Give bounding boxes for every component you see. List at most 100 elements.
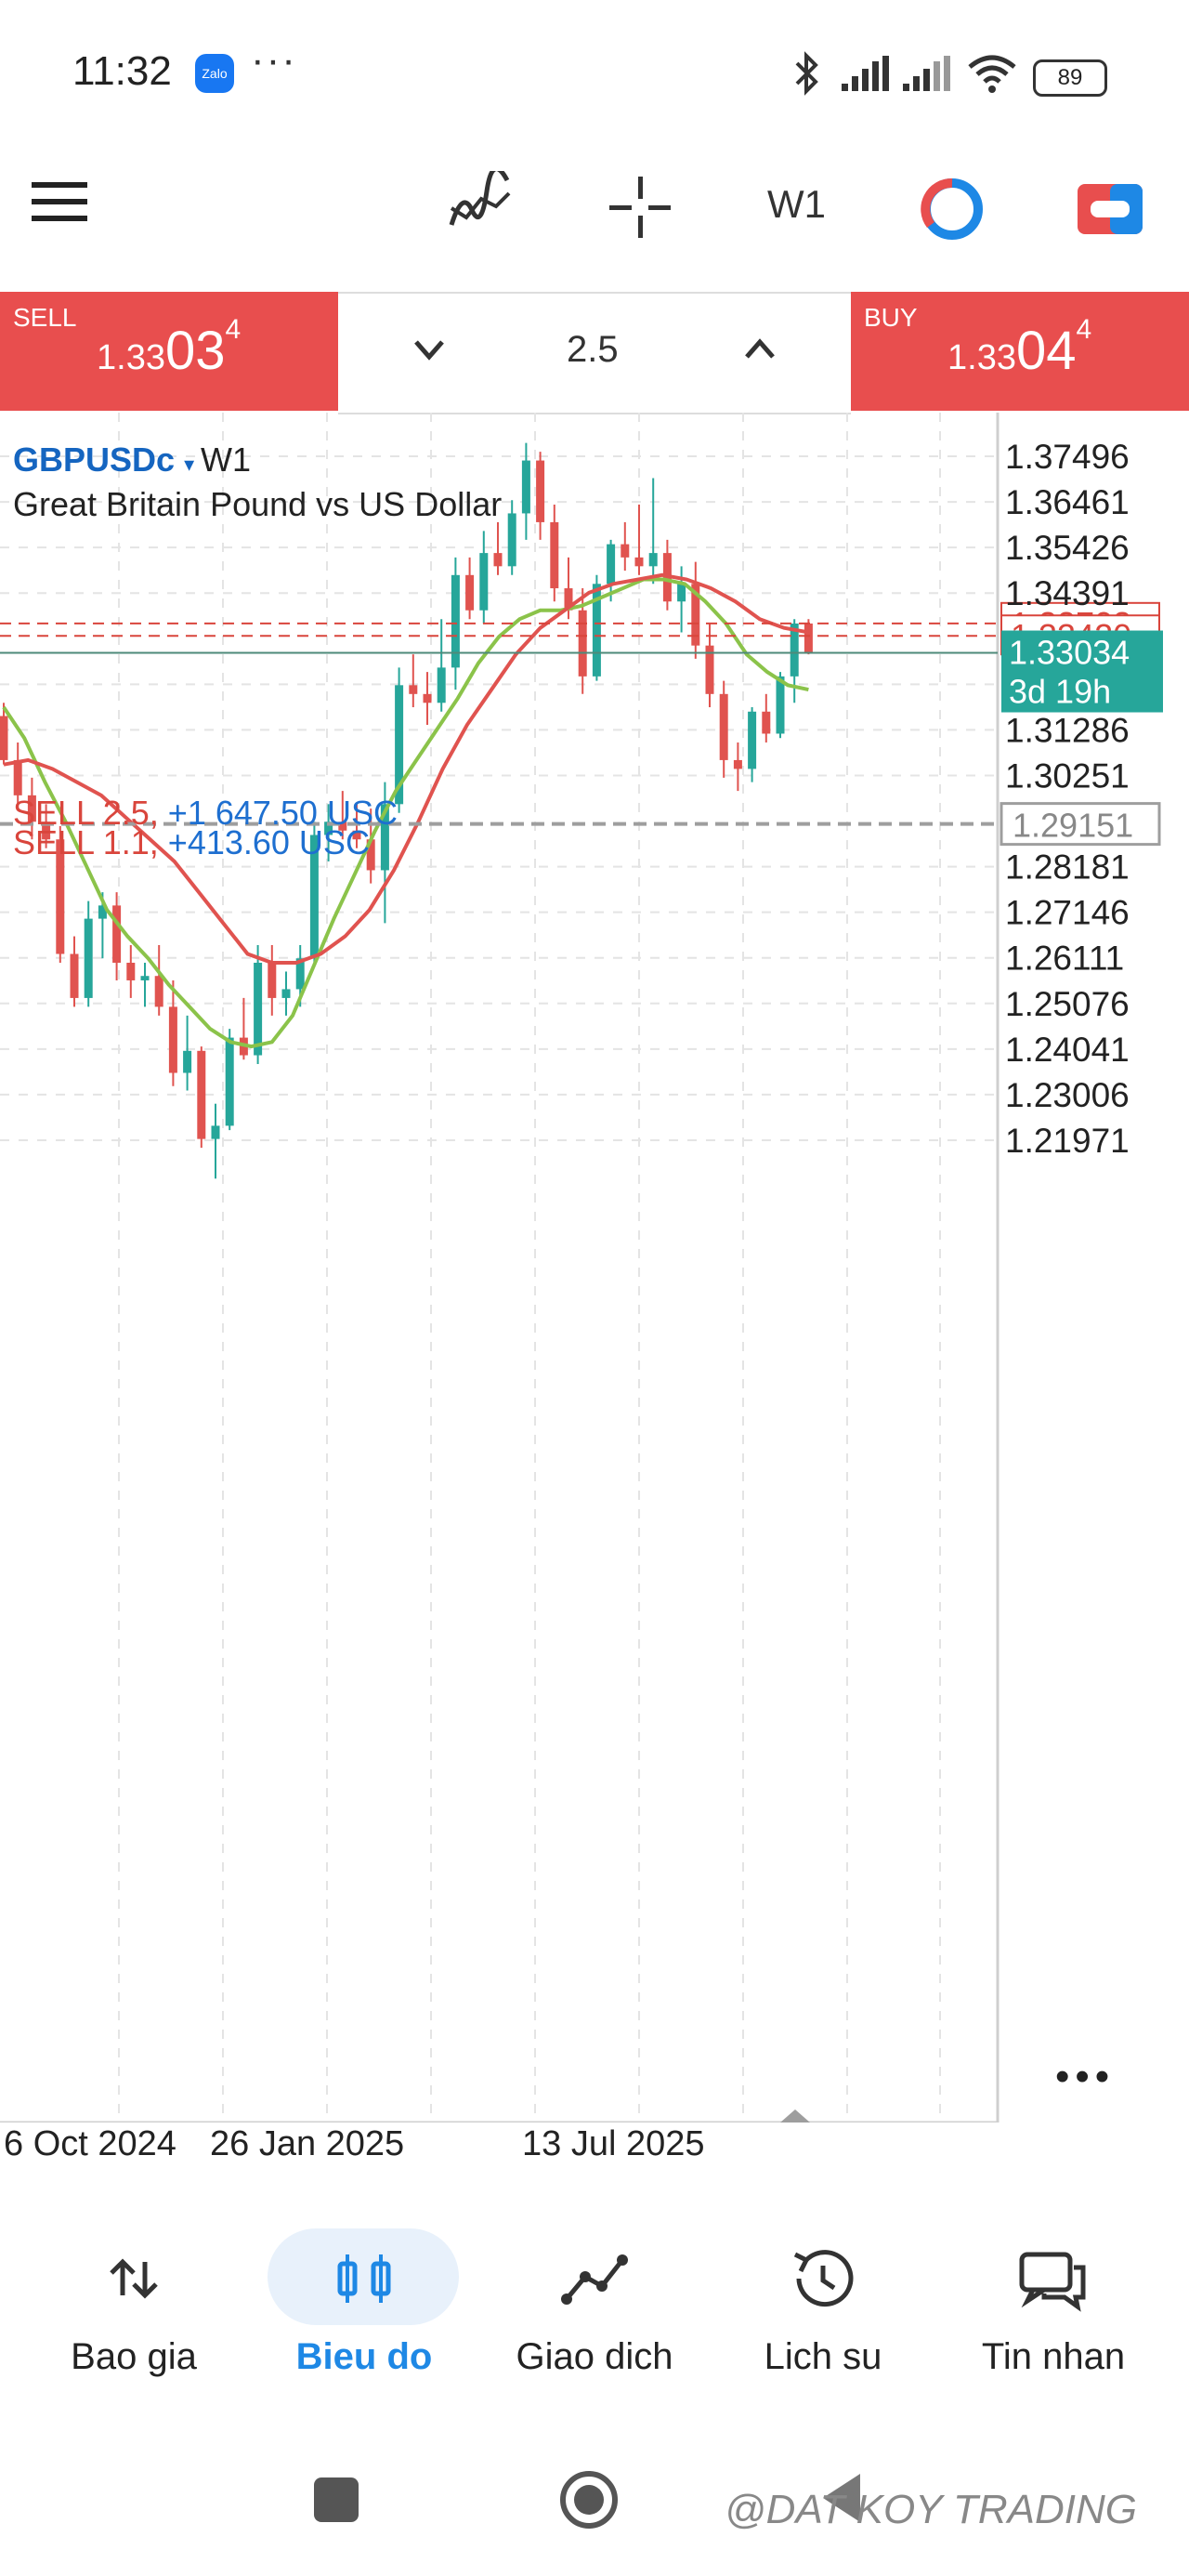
level-price-box [1000, 802, 1161, 847]
candle [324, 804, 333, 861]
price-tick-label: 1.21971 [1005, 1122, 1130, 1160]
candle [112, 892, 122, 980]
candle [507, 500, 516, 575]
candle-body [733, 759, 742, 769]
nav-chart[interactable]: Bieu do [245, 2212, 483, 2388]
candle-body [621, 544, 630, 558]
candle-body [507, 513, 516, 567]
candle-body [98, 905, 107, 919]
nav-trade[interactable]: Giao dich [476, 2212, 713, 2388]
candle-body [409, 685, 418, 694]
menu-icon[interactable] [32, 180, 87, 223]
candle [70, 936, 79, 1007]
candle-body [140, 976, 150, 980]
symbol-selector[interactable]: GBPUSDc ▾ [13, 440, 195, 479]
candle-body [634, 557, 644, 567]
recent-apps-icon[interactable] [312, 2476, 360, 2524]
candle [536, 452, 545, 540]
price-tick-label: 1.27146 [1005, 894, 1130, 932]
candle-body [691, 584, 700, 646]
candle [437, 619, 446, 712]
candle-body [592, 584, 601, 677]
candle [140, 962, 150, 1007]
candle-body [295, 958, 305, 990]
nav-label: Bao gia [71, 2336, 197, 2377]
buy-button[interactable]: BUY 1.33044 [851, 292, 1189, 411]
position-line-label[interactable]: SELL 1.1, +413.60 USC [13, 823, 370, 861]
candle-body [395, 685, 404, 805]
candle [705, 623, 714, 708]
position-line-label[interactable]: SELL 2.5, +1 647.50 USC [13, 794, 398, 832]
chart-canvas[interactable]: 1.337031.334201.291511.374961.364611.354… [0, 413, 1189, 2123]
moving-average-line [3, 572, 809, 965]
indicators-icon[interactable] [446, 171, 513, 230]
sell-button[interactable]: SELL 1.33034 [0, 292, 338, 411]
candle-body [521, 460, 530, 514]
candle-body [183, 1050, 192, 1073]
candle-body [254, 962, 263, 1056]
instrument-name: Great Britain Pound vs US Dollar [13, 485, 503, 523]
candle-body [804, 623, 813, 653]
buy-label: BUY [864, 303, 918, 332]
candle [126, 945, 136, 998]
signal-icon [842, 56, 889, 91]
price-tick-label: 1.28181 [1005, 848, 1130, 887]
candle [197, 1046, 206, 1149]
nav-history[interactable]: Lich su [704, 2212, 942, 2388]
candle [691, 561, 700, 659]
candle [648, 478, 658, 585]
scroll-marker [780, 2109, 810, 2123]
crosshair-icon[interactable] [608, 175, 673, 240]
nav-messages[interactable]: Tin nhan [934, 2212, 1172, 2388]
candle-body [27, 795, 36, 822]
more-menu-icon[interactable]: ••• [1055, 2054, 1116, 2099]
back-icon[interactable] [817, 2470, 866, 2526]
date-tick-label: 26 Jan 2025 [210, 2124, 405, 2163]
candle [719, 680, 728, 778]
home-icon[interactable] [559, 2470, 619, 2530]
candle [352, 804, 361, 848]
current-price-box [1001, 630, 1163, 713]
candle [409, 654, 418, 708]
candle-body [42, 821, 51, 840]
candle [0, 703, 8, 765]
price-tick-label: 1.30251 [1005, 756, 1130, 795]
date-tick-label: 13 Jul 2025 [522, 2124, 705, 2163]
candle [550, 504, 559, 602]
price-chart[interactable]: 1.337031.334201.291511.374961.364611.354… [0, 413, 1189, 2123]
quotes-icon [110, 2258, 158, 2299]
price-tick-label: 1.25076 [1005, 985, 1130, 1023]
candle-body [309, 835, 319, 959]
candle-body [719, 693, 728, 760]
candle [168, 979, 177, 1086]
volume-value[interactable]: 2.5 [567, 329, 619, 370]
candle-body [423, 693, 432, 703]
status-time: 11:32 [72, 48, 172, 94]
candle-body [479, 553, 489, 611]
timeframe-button[interactable]: W1 [767, 182, 826, 226]
chart-color-icon[interactable] [920, 177, 985, 242]
candle [84, 900, 93, 1007]
moving-average-line [2, 577, 809, 1049]
candle-body [154, 976, 163, 1007]
trade-panel-icon[interactable] [1078, 184, 1143, 234]
sell-price: 1.33034 [97, 314, 242, 381]
candle [479, 531, 489, 624]
nav-quotes[interactable]: Bao gia [15, 2212, 253, 2388]
candle-body [564, 588, 573, 611]
candle-body [578, 610, 587, 677]
candle-body [338, 821, 347, 831]
candle [56, 826, 65, 963]
chevron-up-icon[interactable] [741, 335, 778, 362]
candle-body [648, 553, 658, 567]
candle-body [126, 962, 136, 980]
status-bar: 11:32 Zalo ··· 89 [0, 0, 1189, 149]
system-navigation [0, 2416, 1189, 2576]
price-tick-label: 1.37496 [1005, 438, 1130, 476]
candle-body [56, 839, 65, 954]
price-tick-label: 1.26111 [1005, 940, 1124, 978]
chevron-down-icon[interactable] [411, 336, 448, 364]
candle-body [437, 667, 446, 703]
bluetooth-icon [795, 51, 818, 96]
candle-body [84, 918, 93, 998]
